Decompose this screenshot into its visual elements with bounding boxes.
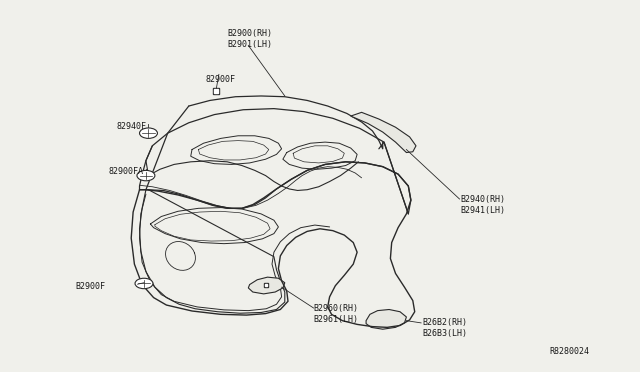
Polygon shape bbox=[351, 112, 416, 153]
Circle shape bbox=[137, 170, 155, 181]
Text: B2960(RH)
B2961(LH): B2960(RH) B2961(LH) bbox=[314, 304, 358, 324]
Text: B2940(RH)
B2941(LH): B2940(RH) B2941(LH) bbox=[461, 195, 506, 215]
Polygon shape bbox=[248, 277, 285, 294]
Text: 82940F: 82940F bbox=[116, 122, 146, 131]
Polygon shape bbox=[366, 310, 406, 329]
Text: B2900(RH)
B2901(LH): B2900(RH) B2901(LH) bbox=[227, 29, 272, 49]
Text: 82900F: 82900F bbox=[206, 76, 236, 84]
Text: R8280024: R8280024 bbox=[550, 347, 589, 356]
Text: B26B2(RH)
B26B3(LH): B26B2(RH) B26B3(LH) bbox=[422, 318, 467, 338]
Circle shape bbox=[135, 278, 153, 289]
Circle shape bbox=[140, 128, 157, 138]
Text: 82900FA: 82900FA bbox=[109, 167, 144, 176]
Text: B2900F: B2900F bbox=[76, 282, 106, 291]
